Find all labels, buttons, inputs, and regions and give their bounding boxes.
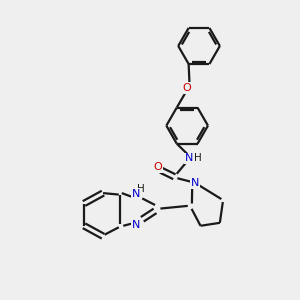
Text: N: N xyxy=(131,189,140,199)
Text: H: H xyxy=(137,184,145,194)
Text: O: O xyxy=(183,83,191,93)
Text: N: N xyxy=(131,220,140,230)
Text: H: H xyxy=(194,153,202,163)
Text: N: N xyxy=(191,178,200,188)
Text: N: N xyxy=(184,153,193,163)
Text: O: O xyxy=(153,162,162,172)
